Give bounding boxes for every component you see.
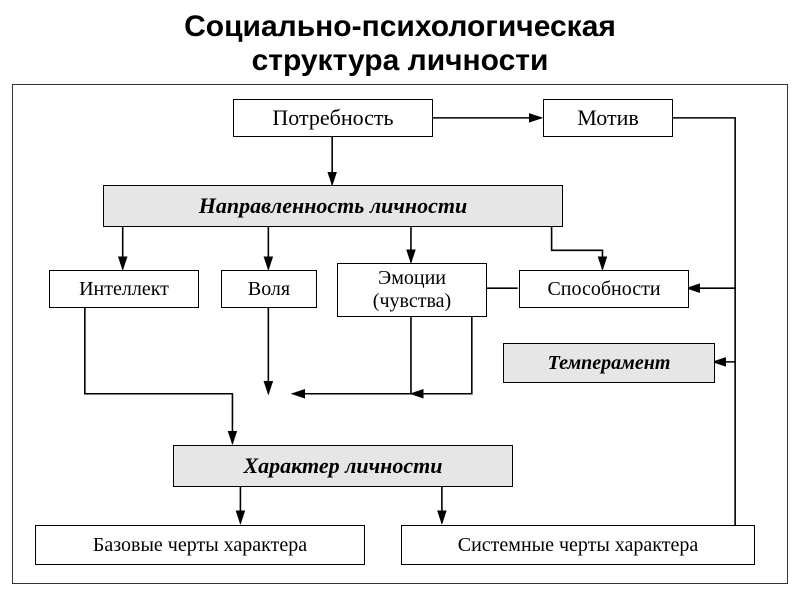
node-base-traits-label: Базовые черты характера bbox=[93, 534, 307, 557]
edge-orientation-to-abilities bbox=[552, 226, 603, 269]
title-line-2: структура личности bbox=[252, 44, 549, 77]
node-abilities: Способности bbox=[519, 270, 689, 308]
node-need-label: Потребность bbox=[272, 105, 393, 130]
node-intellect-label: Интеллект bbox=[79, 278, 169, 301]
node-emotions-label: Эмоции (чувства) bbox=[373, 267, 451, 313]
node-motive-label: Мотив bbox=[577, 105, 639, 130]
edge-intellect-to-character bbox=[85, 307, 233, 443]
edge-motive-to-abilities bbox=[671, 118, 735, 288]
node-will: Воля bbox=[221, 270, 317, 308]
node-intellect: Интеллект bbox=[49, 270, 199, 308]
node-abilities-label: Способности bbox=[547, 278, 660, 301]
page-title: Социально-психологическая структура личн… bbox=[0, 0, 800, 84]
node-system-traits: Системные черты характера bbox=[401, 525, 755, 565]
node-character: Характер личности bbox=[173, 445, 513, 487]
node-emotions: Эмоции (чувства) bbox=[337, 263, 487, 317]
arrows-layer bbox=[13, 85, 787, 583]
title-line-1: Социально-психологическая bbox=[184, 10, 616, 43]
edge-motive-to-temperament bbox=[713, 288, 735, 362]
edge-emotions-to-character bbox=[292, 316, 411, 394]
diagram-canvas: Потребность Мотив Направленность личност… bbox=[12, 84, 788, 584]
node-temperament-label: Темперамент bbox=[548, 352, 671, 375]
node-system-traits-label: Системные черты характера bbox=[458, 534, 699, 557]
node-need: Потребность bbox=[233, 99, 433, 137]
node-character-label: Характер личности bbox=[243, 453, 442, 478]
node-base-traits: Базовые черты характера bbox=[35, 525, 365, 565]
node-orientation-label: Направленность личности bbox=[199, 193, 468, 218]
edge-motive-to-system bbox=[735, 362, 753, 543]
node-orientation: Направленность личности bbox=[103, 185, 563, 227]
node-will-label: Воля bbox=[248, 278, 290, 301]
node-motive: Мотив bbox=[543, 99, 673, 137]
node-temperament: Темперамент bbox=[503, 343, 715, 383]
